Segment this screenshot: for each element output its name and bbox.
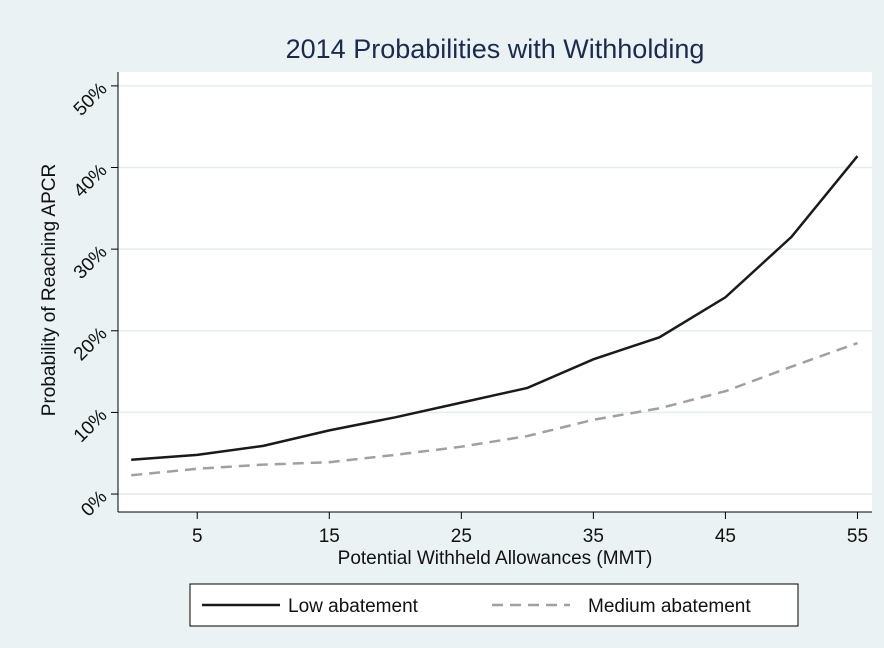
series-line [131,341,858,477]
plot-area [118,72,872,512]
series-line [131,155,859,462]
legend-label: Low abatement [288,596,419,617]
chart-title: 2014 Probabilities with Withholding [286,34,705,64]
x-tick-label: 5 [192,526,203,547]
x-tick-label: 55 [847,526,868,547]
x-tick-label: 15 [319,526,340,547]
legend-label: Medium abatement [588,596,751,617]
x-tick-label: 45 [715,526,736,547]
x-tick-label: 35 [583,526,604,547]
y-axis-label: Probability of Reaching APCR [39,164,60,416]
x-tick-label: 25 [451,526,472,547]
x-axis-label: Potential Withheld Allowances (MMT) [338,548,653,569]
